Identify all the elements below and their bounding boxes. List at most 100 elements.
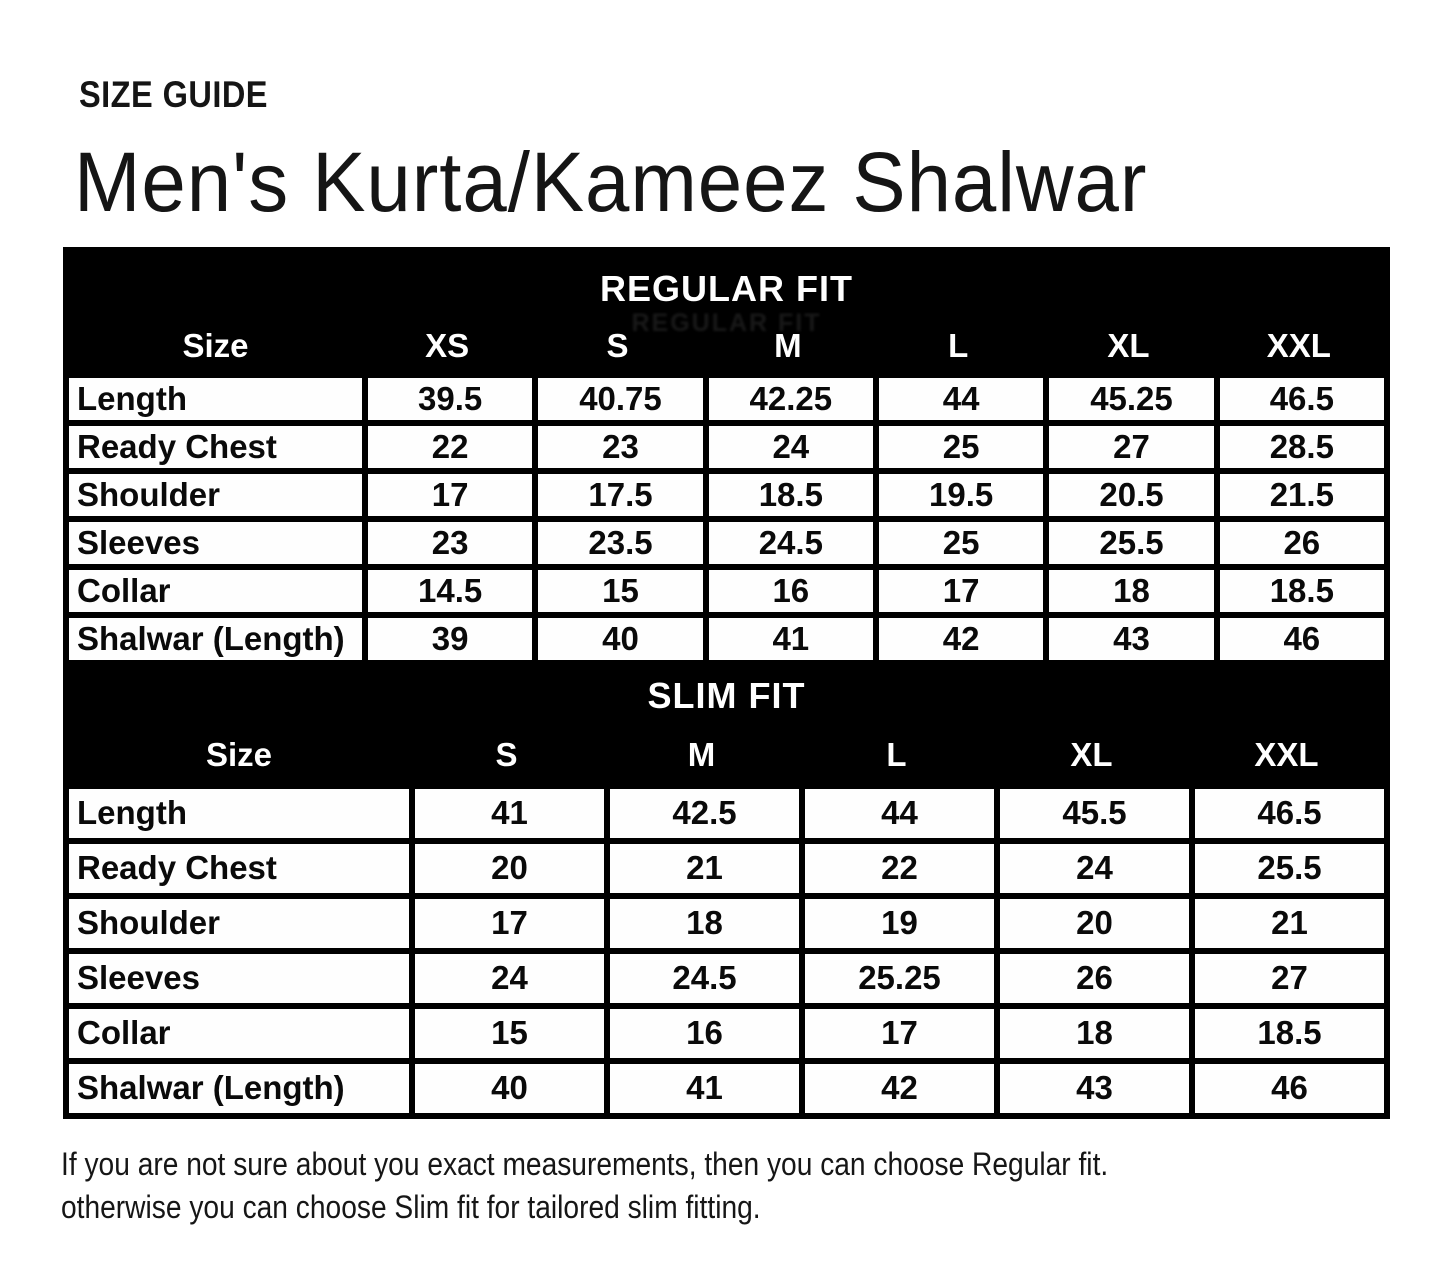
measurement-value-cell: 24 bbox=[415, 954, 604, 1003]
measurement-value-cell: 22 bbox=[368, 426, 533, 468]
measurement-value-cell: 25.5 bbox=[1049, 522, 1214, 564]
size-option-header: XL bbox=[1070, 735, 1113, 773]
measurement-value-cell: 15 bbox=[538, 570, 703, 612]
measurement-value-cell: 18.5 bbox=[708, 474, 873, 516]
measurement-value-cell: 26 bbox=[1000, 954, 1189, 1003]
table-row: Shalwar (Length) 40 41 42 43 46 bbox=[69, 1058, 1384, 1113]
measurement-value-cell: 23 bbox=[538, 426, 703, 468]
regular-fit-header-band: REGULAR FIT REGULAR FIT Size XS S M L XL XXL bbox=[69, 253, 1384, 372]
measurement-value-cell: 42 bbox=[805, 1064, 994, 1113]
slim-fit-title-area: SLIM FIT bbox=[69, 660, 1384, 732]
measurement-value-cell: 44 bbox=[878, 378, 1044, 420]
regular-fit-title-area: REGULAR FIT bbox=[69, 253, 1384, 325]
footer-line-1: If you are not sure about you exact meas… bbox=[61, 1146, 1109, 1182]
measurement-value-cell: 20 bbox=[415, 844, 604, 893]
measurement-value-cell: 17 bbox=[878, 570, 1044, 612]
measurement-value-cell: 40.75 bbox=[538, 378, 703, 420]
measurement-value-cell: 42 bbox=[878, 618, 1044, 660]
measurement-row-label: Shoulder bbox=[69, 899, 409, 948]
measurement-row-label: Ready Chest bbox=[69, 844, 409, 893]
measurement-value-cell: 18 bbox=[610, 899, 799, 948]
measurement-row-label: Collar bbox=[69, 1009, 409, 1058]
table-row: Sleeves 24 24.5 25.25 26 27 bbox=[69, 948, 1384, 1003]
measurement-row-label: Collar bbox=[69, 570, 362, 612]
measurement-value-cell: 16 bbox=[610, 1009, 799, 1058]
measurement-value-cell: 18.5 bbox=[1195, 1009, 1384, 1058]
measurement-row-label: Sleeves bbox=[69, 954, 409, 1003]
measurement-value-cell: 39.5 bbox=[368, 378, 533, 420]
table-row: Length 39.5 40.75 42.25 44 45.25 46.5 bbox=[69, 372, 1384, 420]
measurement-value-cell: 21 bbox=[610, 844, 799, 893]
measurement-value-cell: 26 bbox=[1219, 522, 1384, 564]
measurement-row-label: Shalwar (Length) bbox=[69, 1064, 409, 1113]
size-option-header: M bbox=[774, 326, 802, 364]
slim-fit-rows: Length 41 42.5 44 45.5 46.5 Ready Chest 20 21 22 2… bbox=[69, 783, 1384, 1113]
measurement-value-cell: 20.5 bbox=[1049, 474, 1214, 516]
measurement-value-cell: 24 bbox=[708, 426, 873, 468]
measurement-value-cell: 44 bbox=[805, 789, 994, 838]
size-guide-table: REGULAR FIT REGULAR FIT Size XS S M L XL XXL L… bbox=[63, 247, 1390, 1119]
page-title: Men's Kurta/Kameez Shalwar bbox=[74, 135, 1148, 229]
size-option-header: XXL bbox=[1254, 735, 1319, 773]
measurement-value-cell: 18 bbox=[1000, 1009, 1189, 1058]
measurement-value-cell: 27 bbox=[1195, 954, 1384, 1003]
measurement-value-cell: 21.5 bbox=[1219, 474, 1384, 516]
table-row: Collar 14.5 15 16 17 18 18.5 bbox=[69, 564, 1384, 612]
table-row: Ready Chest 20 21 22 24 25.5 bbox=[69, 838, 1384, 893]
measurement-value-cell: 42.5 bbox=[610, 789, 799, 838]
table-row: Length 41 42.5 44 45.5 46.5 bbox=[69, 783, 1384, 838]
measurement-row-label: Length bbox=[69, 378, 362, 420]
measurement-value-cell: 45.25 bbox=[1049, 378, 1214, 420]
measurement-value-cell: 45.5 bbox=[1000, 789, 1189, 838]
regular-fit-column-header-row: Size XS S M L XL XXL bbox=[69, 325, 1384, 372]
measurement-row-label: Shalwar (Length) bbox=[69, 618, 362, 660]
measurement-value-cell: 25 bbox=[878, 426, 1044, 468]
measurement-value-cell: 17 bbox=[368, 474, 533, 516]
measurement-row-label: Sleeves bbox=[69, 522, 362, 564]
measurement-value-cell: 14.5 bbox=[368, 570, 533, 612]
measurement-value-cell: 25 bbox=[878, 522, 1044, 564]
measurement-value-cell: 23.5 bbox=[538, 522, 703, 564]
size-option-header: S bbox=[495, 735, 518, 773]
measurement-row-label: Ready Chest bbox=[69, 426, 362, 468]
footer-line-2: otherwise you can choose Slim fit for ta… bbox=[61, 1189, 761, 1225]
measurement-value-cell: 16 bbox=[708, 570, 873, 612]
slim-fit-header-band: SLIM FIT Size S M L XL XXL bbox=[69, 660, 1384, 783]
measurement-value-cell: 25.25 bbox=[805, 954, 994, 1003]
measurement-value-cell: 39 bbox=[368, 618, 533, 660]
regular-fit-rows: Length 39.5 40.75 42.25 44 45.25 46.5 Ready Che… bbox=[69, 372, 1384, 660]
measurement-value-cell: 25.5 bbox=[1195, 844, 1384, 893]
measurement-value-cell: 41 bbox=[415, 789, 604, 838]
table-row: Shoulder 17 17.5 18.5 19.5 20.5 21.5 bbox=[69, 468, 1384, 516]
measurement-value-cell: 24.5 bbox=[610, 954, 799, 1003]
measurement-value-cell: 22 bbox=[805, 844, 994, 893]
measurement-value-cell: 18.5 bbox=[1219, 570, 1384, 612]
measurement-value-cell: 24.5 bbox=[708, 522, 873, 564]
size-option-header: M bbox=[687, 735, 716, 773]
regular-fit-title: REGULAR FIT bbox=[600, 268, 853, 309]
measurement-value-cell: 17.5 bbox=[538, 474, 703, 516]
size-option-header: S bbox=[606, 326, 629, 364]
slim-fit-column-header-row: Size S M L XL XXL bbox=[69, 732, 1384, 783]
measurement-row-label: Length bbox=[69, 789, 409, 838]
size-option-header: XXL bbox=[1266, 326, 1331, 364]
measurement-value-cell: 20 bbox=[1000, 899, 1189, 948]
table-row: Sleeves 23 23.5 24.5 25 25.5 26 bbox=[69, 516, 1384, 564]
measurement-value-cell: 46.5 bbox=[1195, 789, 1384, 838]
footer-note: If you are not sure about you exact meas… bbox=[61, 1143, 1108, 1229]
measurement-value-cell: 18 bbox=[1049, 570, 1214, 612]
measurement-value-cell: 15 bbox=[415, 1009, 604, 1058]
size-option-header: XL bbox=[1107, 326, 1150, 364]
measurement-value-cell: 28.5 bbox=[1219, 426, 1384, 468]
measurement-value-cell: 43 bbox=[1000, 1064, 1189, 1113]
size-label-header: Size bbox=[182, 326, 249, 364]
measurement-value-cell: 46.5 bbox=[1219, 378, 1384, 420]
regular-fit-section: REGULAR FIT REGULAR FIT Size XS S M L XL XXL L… bbox=[69, 253, 1384, 660]
measurement-value-cell: 41 bbox=[610, 1064, 799, 1113]
measurement-value-cell: 40 bbox=[415, 1064, 604, 1113]
table-row: Shoulder 17 18 19 20 21 bbox=[69, 893, 1384, 948]
measurement-value-cell: 19 bbox=[805, 899, 994, 948]
size-option-header: L bbox=[948, 326, 969, 364]
slim-fit-title: SLIM FIT bbox=[647, 675, 806, 716]
table-row: Collar 15 16 17 18 18.5 bbox=[69, 1003, 1384, 1058]
